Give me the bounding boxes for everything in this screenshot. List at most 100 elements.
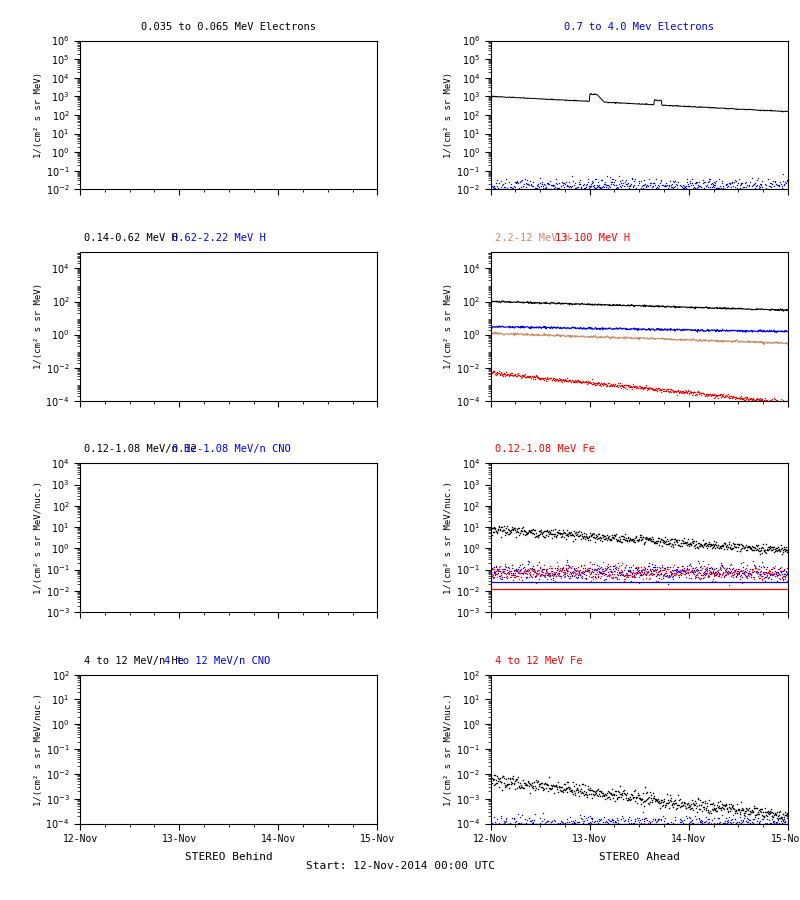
Point [696, 385, 709, 400]
Point [503, 772, 516, 787]
Point [777, 545, 790, 560]
Point [643, 567, 656, 581]
Point [538, 828, 551, 842]
Point [725, 563, 738, 578]
Point [558, 177, 571, 192]
Point [530, 568, 542, 582]
Point [617, 528, 630, 543]
Point [670, 534, 682, 548]
Point [659, 384, 672, 399]
Point [552, 818, 565, 832]
Point [630, 562, 643, 577]
Point [535, 823, 548, 837]
Point [536, 371, 549, 385]
Point [494, 559, 507, 573]
Point [705, 817, 718, 832]
Point [566, 527, 578, 542]
Point [781, 395, 794, 410]
Point [654, 824, 666, 838]
Point [596, 825, 609, 840]
Point [676, 386, 689, 400]
Point [656, 823, 669, 837]
Point [625, 829, 638, 843]
Point [576, 785, 589, 799]
Point [725, 569, 738, 583]
Point [742, 806, 754, 821]
Point [639, 571, 652, 585]
Point [652, 565, 665, 580]
Point [754, 565, 766, 580]
Point [722, 539, 734, 554]
Point [517, 565, 530, 580]
Point [614, 817, 627, 832]
Point [505, 819, 518, 833]
Point [647, 791, 660, 806]
Point [610, 821, 623, 835]
Point [682, 537, 694, 552]
Point [562, 822, 575, 836]
Point [616, 567, 629, 581]
Point [703, 797, 716, 812]
Point [551, 566, 564, 580]
Point [552, 779, 565, 794]
Point [646, 824, 658, 838]
Point [746, 805, 759, 819]
Point [490, 820, 503, 834]
Point [767, 815, 780, 830]
Point [635, 184, 648, 199]
Point [706, 820, 718, 834]
Point [611, 533, 624, 547]
Point [634, 568, 646, 582]
Point [494, 820, 507, 834]
Point [495, 818, 508, 832]
Point [610, 178, 622, 193]
Point [729, 564, 742, 579]
Point [660, 383, 673, 398]
Point [575, 782, 588, 796]
Point [610, 379, 622, 393]
Point [485, 776, 498, 790]
Point [550, 373, 563, 387]
Point [672, 823, 685, 837]
Point [746, 171, 758, 185]
Point [654, 823, 667, 837]
Point [676, 559, 689, 573]
Point [658, 561, 671, 575]
Point [686, 172, 698, 186]
Point [538, 812, 550, 826]
Point [650, 186, 663, 201]
Point [753, 803, 766, 817]
Point [562, 529, 575, 544]
Point [690, 388, 703, 402]
Point [671, 535, 684, 549]
Point [706, 818, 719, 832]
Point [596, 375, 609, 390]
Point [701, 180, 714, 194]
Point [511, 807, 524, 822]
Point [653, 568, 666, 582]
Point [662, 796, 674, 810]
Point [738, 806, 751, 820]
Point [776, 824, 789, 838]
Point [487, 818, 500, 832]
Point [754, 814, 766, 828]
Point [675, 536, 688, 550]
Point [601, 786, 614, 800]
Point [486, 571, 499, 585]
Point [777, 392, 790, 407]
Point [776, 564, 789, 579]
Point [737, 819, 750, 833]
Point [558, 819, 570, 833]
Point [682, 800, 695, 814]
Point [717, 816, 730, 831]
Point [659, 827, 672, 842]
Point [742, 824, 754, 838]
Point [626, 815, 639, 830]
Point [578, 374, 591, 389]
Point [591, 565, 604, 580]
Point [484, 520, 497, 535]
Point [604, 787, 617, 801]
Point [690, 563, 702, 578]
Point [709, 802, 722, 816]
Point [717, 816, 730, 831]
